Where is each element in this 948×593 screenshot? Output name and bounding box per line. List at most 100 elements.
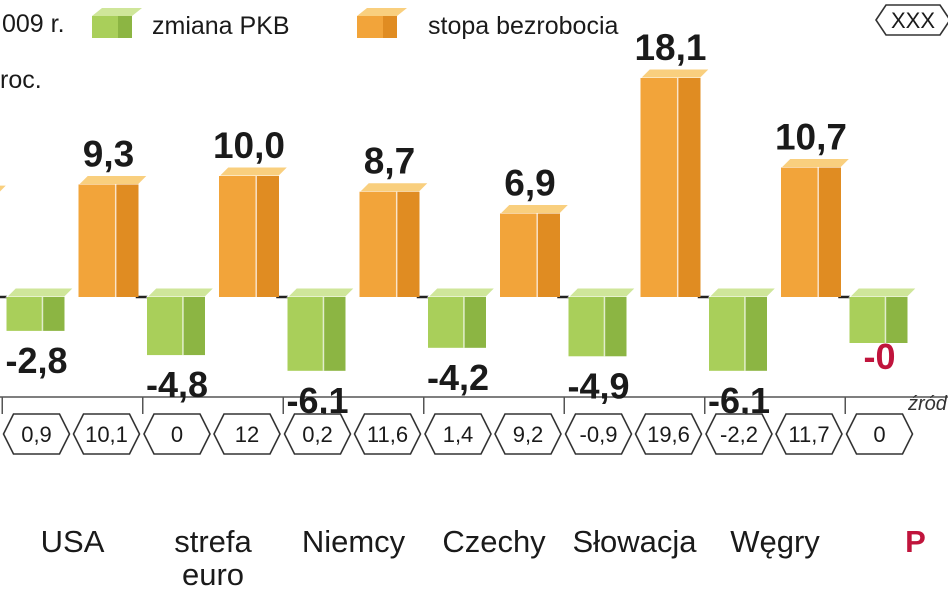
forecast-badge-1-0-value: 0,9: [21, 422, 52, 447]
period-label: 009 r.: [2, 10, 65, 38]
bar-unemployment-1-front: [78, 184, 116, 297]
bar-gdp-5: [567, 287, 637, 357]
bar-unemployment-6-side: [818, 167, 841, 297]
forecast-badge-6-1-value: 11,7: [788, 422, 829, 447]
bar-unemployment-3: [358, 182, 430, 297]
bar-unemployment-2: [217, 166, 290, 297]
forecast-badge-1-0: 0,9: [2, 413, 71, 455]
legend-gdp: zmiana PKB: [92, 8, 290, 40]
forecast-badge-7-0-frame: [845, 413, 914, 455]
label-gdp-4: -4,2: [427, 357, 489, 398]
label-gdp-1: -2,8: [5, 340, 67, 381]
legend-gdp-swatch-top: [92, 8, 142, 16]
forecast-badge-1-0-frame: [2, 413, 71, 455]
bar-unemployment-1: [77, 174, 149, 297]
bar-gdp-4-top: [426, 287, 497, 298]
bar-gdp-4: [426, 287, 497, 348]
bar-unemployment-3-side: [396, 191, 420, 297]
bar-unemployment-6-front: [781, 167, 819, 297]
bar-gdp-6-front: [709, 297, 745, 371]
source-note: źród: [907, 393, 948, 415]
category-label-1: USA: [41, 524, 105, 559]
legend-unemployment-swatch-top: [357, 8, 407, 16]
category-label-5: Słowacja: [572, 524, 697, 559]
bar-unemployment-5: [639, 68, 711, 298]
bar-unemployment-4-side: [537, 213, 560, 297]
forecast-badge-3-0: 0,2: [283, 413, 352, 455]
bar-gdp-2-side: [182, 297, 205, 356]
label-unemployment-5: 18,1: [634, 27, 706, 68]
bar-gdp-3-front: [287, 297, 324, 371]
header-badge-value: XXX: [891, 8, 935, 33]
category-label-4: Czechy: [442, 524, 546, 559]
forecast-badge-5-0-value: -0,9: [580, 422, 618, 447]
legend-unemployment-swatch-side: [383, 16, 397, 38]
forecast-badge-2-1-value: 12: [235, 422, 259, 447]
forecast-badge-5-1-value: 19,6: [647, 422, 690, 447]
forecast-badge-4-1-frame: [494, 413, 562, 455]
bar-gdp-3-top: [286, 287, 356, 298]
bar-gdp-7-top: [848, 287, 918, 298]
bar-unemployment-5-side: [677, 77, 701, 298]
bar-gdp-5-front: [568, 297, 605, 357]
bar-unemployment-0-top: [0, 184, 9, 193]
label-unemployment-2: 10,0: [213, 125, 285, 166]
legend-gdp-swatch-side: [118, 16, 132, 38]
header-badge-frame: [875, 4, 948, 36]
forecast-badge-2-1-frame: [213, 413, 281, 455]
category-label-6: Węgry: [730, 524, 820, 559]
forecast-badge-1-1-value: 10,1: [85, 422, 128, 447]
forecast-badge-4-0: 1,4: [424, 413, 492, 455]
bar-unemployment-0: [0, 184, 9, 193]
bar-unemployment-4-top: [498, 204, 571, 215]
forecast-badge-6-1-frame: [775, 413, 843, 455]
bar-gdp-7-side: [885, 297, 908, 343]
forecast-badge-3-0-frame: [283, 413, 352, 455]
label-unemployment-4: 6,9: [504, 163, 555, 204]
bar-gdp-1-front: [6, 297, 43, 331]
forecast-badge-2-0: 0: [143, 413, 211, 455]
forecast-badge-7-0-value: 0: [873, 422, 885, 447]
bar-unemployment-5-top: [639, 68, 711, 79]
category-label-2: strefa: [174, 524, 252, 559]
category-label-3: Niemcy: [302, 524, 406, 559]
forecast-badge-3-1-value: 11,6: [367, 422, 408, 447]
category-label-2: euro: [182, 557, 244, 592]
forecast-badge-4-0-value: 1,4: [443, 422, 474, 447]
bar-unemployment-3-front: [359, 191, 397, 297]
bar-gdp-2: [145, 287, 216, 356]
bar-unemployment-6: [779, 158, 852, 297]
label-unemployment-3: 8,7: [364, 141, 415, 182]
bar-gdp-1-side: [42, 297, 65, 331]
label-gdp-2: -4,8: [146, 364, 208, 405]
forecast-badge-5-1: 19,6: [634, 413, 703, 455]
forecast-badge-5-1-frame: [634, 413, 703, 455]
forecast-badge-2-0-value: 0: [171, 422, 183, 447]
legend-gdp-label: zmiana PKB: [152, 12, 290, 40]
forecast-badge-4-1-value: 9,2: [513, 422, 544, 447]
forecast-badge-6-0: -2,2: [705, 413, 773, 455]
forecast-badge-3-0-value: 0,2: [302, 422, 333, 447]
forecast-badge-6-0-value: -2,2: [720, 422, 758, 447]
unit-label: roc.: [0, 66, 42, 94]
forecast-badge-3-1: 11,6: [353, 413, 422, 455]
category-label-7: P: [905, 524, 926, 559]
bar-gdp-1-top: [5, 287, 75, 298]
bar-unemployment-2-front: [219, 176, 257, 297]
bar-gdp-7: [848, 287, 918, 343]
forecast-badge-5-0-frame: [564, 413, 633, 455]
bar-gdp-7-front: [849, 297, 886, 343]
bar-gdp-3: [286, 287, 356, 371]
legend-gdp-swatch-front: [92, 16, 118, 38]
bar-unemployment-2-side: [256, 176, 279, 297]
bar-unemployment-4: [498, 204, 571, 297]
label-gdp-7: -0: [863, 336, 895, 377]
bar-gdp-4-side: [463, 297, 486, 348]
bar-unemployment-3-top: [358, 182, 430, 193]
legend-unemployment: stopa bezrobocia: [357, 8, 619, 40]
bar-unemployment-1-side: [115, 184, 139, 297]
forecast-badge-6-1: 11,7: [775, 413, 843, 455]
bar-unemployment-4-front: [500, 213, 538, 297]
